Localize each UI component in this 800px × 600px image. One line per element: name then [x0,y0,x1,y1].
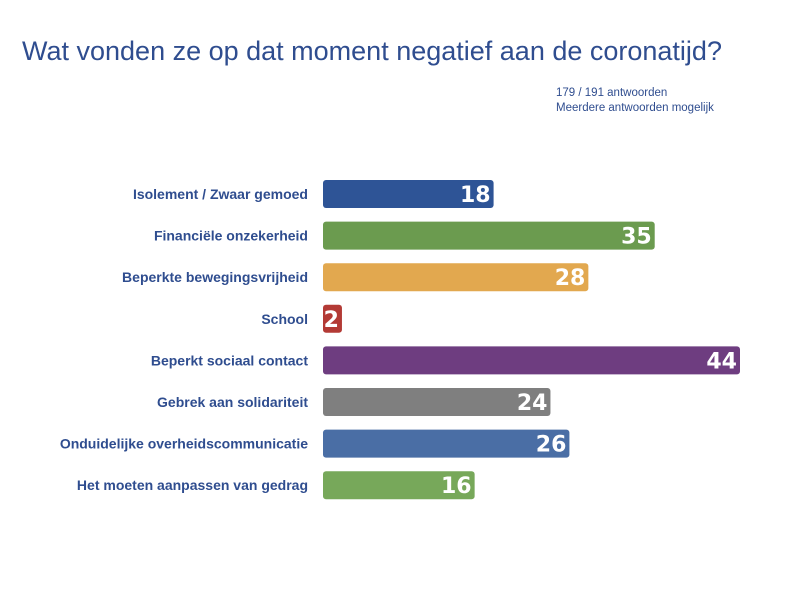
bar [323,221,655,250]
value-label: 26 [536,433,567,458]
value-label: 16 [441,474,472,499]
bar [323,388,551,416]
bar [323,304,342,333]
chart-subtitle: 179 / 191 antwoorden Meerdere antwoorden… [556,86,714,116]
bar [323,471,475,500]
category-label: Beperkt sociaal contact [151,352,309,368]
value-label: 28 [555,266,586,291]
category-label: Financiële onzekerheid [154,228,308,244]
category-label: Beperkte bewegingsvrijheid [122,269,308,285]
category-label: Onduidelijke overheidscommunicatie [60,436,308,452]
multiple-answers-note: Meerdere antwoorden mogelijk [556,102,714,114]
value-label: 2 [324,308,339,333]
value-label: 35 [621,225,652,250]
chart-title: Wat vonden ze op dat moment negatief aan… [22,36,722,66]
value-label: 44 [706,349,737,374]
category-label: School [261,311,308,327]
response-count: 179 / 191 antwoorden [556,87,668,99]
category-label: Isolement / Zwaar gemoed [133,186,308,202]
bar [323,346,740,375]
category-label: Het moeten aanpassen van gedrag [77,477,308,493]
bar [323,263,589,292]
bar [323,429,570,458]
value-label: 18 [460,183,491,208]
bar [323,180,494,208]
value-label: 24 [517,391,548,416]
category-label: Gebrek aan solidariteit [157,394,308,410]
